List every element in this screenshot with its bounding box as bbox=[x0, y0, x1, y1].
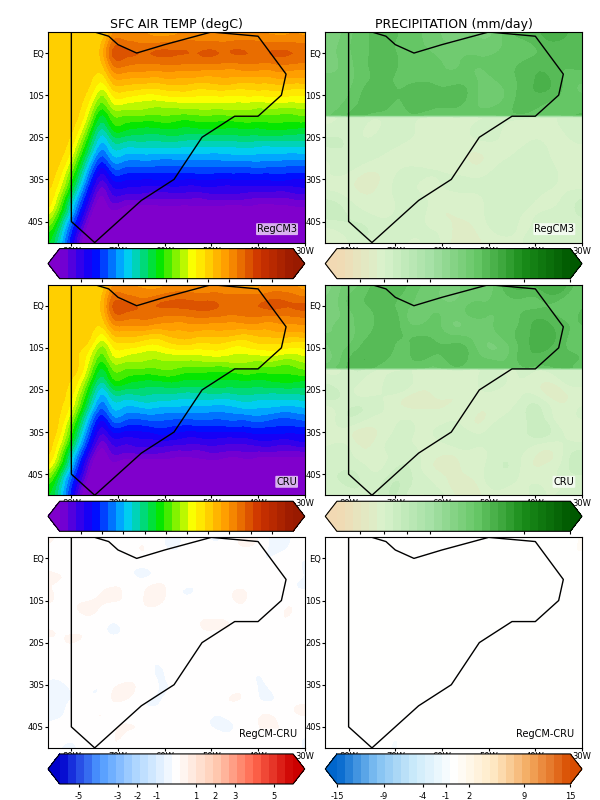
Text: RegCM-CRU: RegCM-CRU bbox=[516, 730, 574, 739]
PathPatch shape bbox=[571, 502, 582, 531]
PathPatch shape bbox=[293, 754, 305, 784]
PathPatch shape bbox=[325, 754, 337, 784]
Text: RegCM3: RegCM3 bbox=[534, 224, 574, 234]
Text: CRU: CRU bbox=[276, 477, 297, 487]
Title: SFC AIR TEMP (degC): SFC AIR TEMP (degC) bbox=[110, 18, 243, 31]
PathPatch shape bbox=[325, 249, 337, 278]
PathPatch shape bbox=[293, 249, 305, 278]
PathPatch shape bbox=[571, 754, 582, 784]
PathPatch shape bbox=[48, 502, 59, 531]
Title: PRECIPITATION (mm/day): PRECIPITATION (mm/day) bbox=[374, 18, 533, 31]
Text: RegCM-CRU: RegCM-CRU bbox=[239, 730, 297, 739]
PathPatch shape bbox=[325, 502, 337, 531]
Text: CRU: CRU bbox=[554, 477, 574, 487]
PathPatch shape bbox=[48, 249, 59, 278]
PathPatch shape bbox=[48, 754, 59, 784]
Text: RegCM3: RegCM3 bbox=[257, 224, 297, 234]
PathPatch shape bbox=[571, 249, 582, 278]
PathPatch shape bbox=[293, 502, 305, 531]
